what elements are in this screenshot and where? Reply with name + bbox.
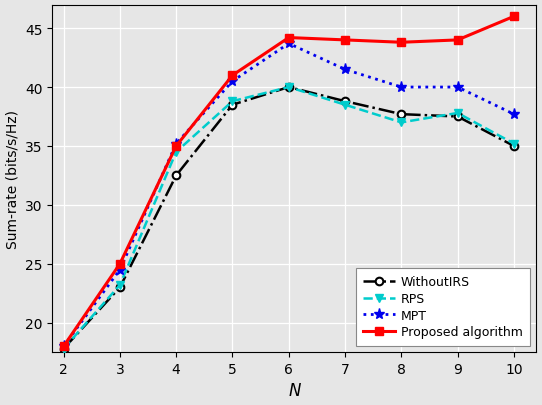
RPS xyxy=(454,111,461,116)
MPT xyxy=(454,85,461,90)
RPS xyxy=(342,103,349,108)
MPT xyxy=(398,85,404,90)
Line: MPT: MPT xyxy=(58,39,519,352)
WithoutIRS xyxy=(229,103,236,108)
MPT xyxy=(173,142,179,147)
RPS xyxy=(173,150,179,155)
WithoutIRS xyxy=(511,144,517,149)
Proposed algorithm xyxy=(117,262,123,266)
MPT xyxy=(286,42,292,47)
RPS xyxy=(398,121,404,126)
Proposed algorithm xyxy=(454,38,461,43)
WithoutIRS xyxy=(454,115,461,119)
Proposed algorithm xyxy=(229,74,236,79)
Proposed algorithm xyxy=(60,344,67,349)
X-axis label: N: N xyxy=(288,382,301,399)
WithoutIRS xyxy=(342,100,349,104)
Proposed algorithm xyxy=(511,15,517,20)
Line: Proposed algorithm: Proposed algorithm xyxy=(60,13,518,351)
MPT xyxy=(342,68,349,72)
Y-axis label: Sum-rate (bits/s/Hz): Sum-rate (bits/s/Hz) xyxy=(5,110,20,248)
WithoutIRS xyxy=(117,285,123,290)
Proposed algorithm xyxy=(173,144,179,149)
MPT xyxy=(60,344,67,349)
WithoutIRS xyxy=(60,346,67,351)
Legend: WithoutIRS, RPS, MPT, Proposed algorithm: WithoutIRS, RPS, MPT, Proposed algorithm xyxy=(356,268,530,346)
RPS xyxy=(60,346,67,351)
Proposed algorithm xyxy=(342,38,349,43)
WithoutIRS xyxy=(173,174,179,179)
WithoutIRS xyxy=(286,85,292,90)
Line: WithoutIRS: WithoutIRS xyxy=(60,84,518,353)
RPS xyxy=(511,142,517,147)
Proposed algorithm xyxy=(398,41,404,46)
RPS xyxy=(229,100,236,104)
Proposed algorithm xyxy=(286,36,292,41)
MPT xyxy=(117,268,123,273)
WithoutIRS xyxy=(398,113,404,117)
MPT xyxy=(229,79,236,84)
Line: RPS: RPS xyxy=(60,84,518,353)
MPT xyxy=(511,113,517,117)
RPS xyxy=(286,85,292,90)
RPS xyxy=(117,283,123,288)
